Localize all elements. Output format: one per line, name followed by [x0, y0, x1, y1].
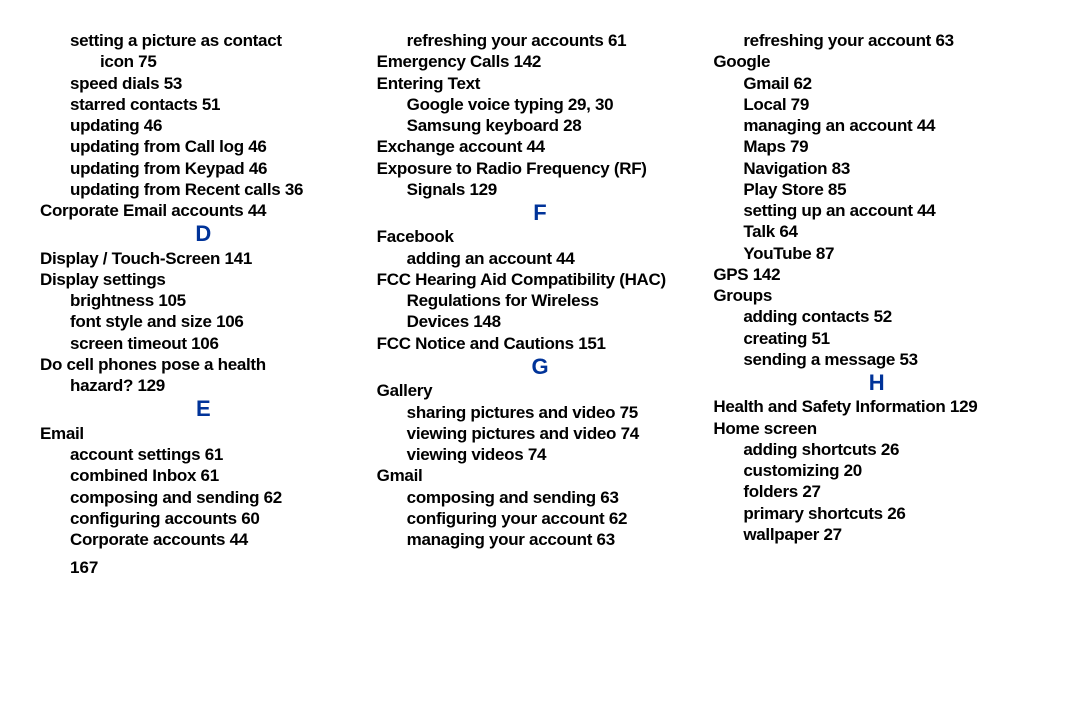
index-entry: Exchange account 44: [377, 136, 704, 157]
index-entry: adding shortcuts 26: [713, 439, 1040, 460]
index-entry: configuring accounts 60: [40, 508, 367, 529]
index-entry: Local 79: [713, 94, 1040, 115]
index-entry: Corporate accounts 44: [40, 529, 367, 550]
index-entry: Home screen: [713, 418, 1040, 439]
index-column-3: refreshing your account 63GoogleGmail 62…: [713, 30, 1040, 550]
index-entry: Email: [40, 423, 367, 444]
index-entry: creating 51: [713, 328, 1040, 349]
index-column-1: setting a picture as contacticon 75speed…: [40, 30, 367, 550]
index-entry: Talk 64: [713, 221, 1040, 242]
index-entry: icon 75: [40, 51, 367, 72]
index-entry: adding an account 44: [377, 248, 704, 269]
index-page: setting a picture as contacticon 75speed…: [0, 0, 1080, 720]
index-entry: font style and size 106: [40, 311, 367, 332]
index-entry: GPS 142: [713, 264, 1040, 285]
index-entry: Gallery: [377, 380, 704, 401]
index-entry: setting up an account 44: [713, 200, 1040, 221]
section-letter-f: F: [377, 200, 704, 226]
index-column-2: refreshing your accounts 61Emergency Cal…: [377, 30, 704, 550]
index-entry: composing and sending 62: [40, 487, 367, 508]
index-entry: Groups: [713, 285, 1040, 306]
index-entry: starred contacts 51: [40, 94, 367, 115]
index-entry: Samsung keyboard 28: [377, 115, 704, 136]
index-entry: updating from Recent calls 36: [40, 179, 367, 200]
index-entry: account settings 61: [40, 444, 367, 465]
index-entry: Signals 129: [377, 179, 704, 200]
index-entry: customizing 20: [713, 460, 1040, 481]
index-entry: combined Inbox 61: [40, 465, 367, 486]
index-entry: Health and Safety Information 129: [713, 396, 1040, 417]
index-entry: FCC Notice and Cautions 151: [377, 333, 704, 354]
index-entry: Maps 79: [713, 136, 1040, 157]
index-entry: primary shortcuts 26: [713, 503, 1040, 524]
index-entry: speed dials 53: [40, 73, 367, 94]
section-letter-h: H: [713, 370, 1040, 396]
index-entry: Gmail: [377, 465, 704, 486]
section-letter-e: E: [40, 396, 367, 422]
section-letter-d: D: [40, 221, 367, 247]
index-entry: YouTube 87: [713, 243, 1040, 264]
index-entry: refreshing your accounts 61: [377, 30, 704, 51]
index-entry: viewing pictures and video 74: [377, 423, 704, 444]
index-entry: Facebook: [377, 226, 704, 247]
index-entry: Exposure to Radio Frequency (RF): [377, 158, 704, 179]
index-entry: Google: [713, 51, 1040, 72]
index-entry: sending a message 53: [713, 349, 1040, 370]
index-entry: Display / Touch-Screen 141: [40, 248, 367, 269]
index-entry: folders 27: [713, 481, 1040, 502]
section-letter-g: G: [377, 354, 704, 380]
index-entry: Corporate Email accounts 44: [40, 200, 367, 221]
index-entry: Entering Text: [377, 73, 704, 94]
index-entry: viewing videos 74: [377, 444, 704, 465]
index-entry: updating from Keypad 46: [40, 158, 367, 179]
index-entry: Google voice typing 29, 30: [377, 94, 704, 115]
index-entry: Navigation 83: [713, 158, 1040, 179]
index-entry: Devices 148: [377, 311, 704, 332]
index-entry: Play Store 85: [713, 179, 1040, 200]
index-entry: updating from Call log 46: [40, 136, 367, 157]
index-entry: setting a picture as contact: [40, 30, 367, 51]
index-entry: refreshing your account 63: [713, 30, 1040, 51]
index-entry: updating 46: [40, 115, 367, 136]
index-entry: sharing pictures and video 75: [377, 402, 704, 423]
index-entry: managing your account 63: [377, 529, 704, 550]
page-number: 167: [40, 558, 1040, 578]
index-entry: Emergency Calls 142: [377, 51, 704, 72]
index-entry: configuring your account 62: [377, 508, 704, 529]
index-columns: setting a picture as contacticon 75speed…: [40, 30, 1040, 550]
index-entry: Do cell phones pose a health: [40, 354, 367, 375]
index-entry: managing an account 44: [713, 115, 1040, 136]
index-entry: wallpaper 27: [713, 524, 1040, 545]
index-entry: Regulations for Wireless: [377, 290, 704, 311]
index-entry: composing and sending 63: [377, 487, 704, 508]
index-entry: hazard? 129: [40, 375, 367, 396]
index-entry: screen timeout 106: [40, 333, 367, 354]
index-entry: Gmail 62: [713, 73, 1040, 94]
index-entry: FCC Hearing Aid Compatibility (HAC): [377, 269, 704, 290]
index-entry: adding contacts 52: [713, 306, 1040, 327]
index-entry: Display settings: [40, 269, 367, 290]
index-entry: brightness 105: [40, 290, 367, 311]
